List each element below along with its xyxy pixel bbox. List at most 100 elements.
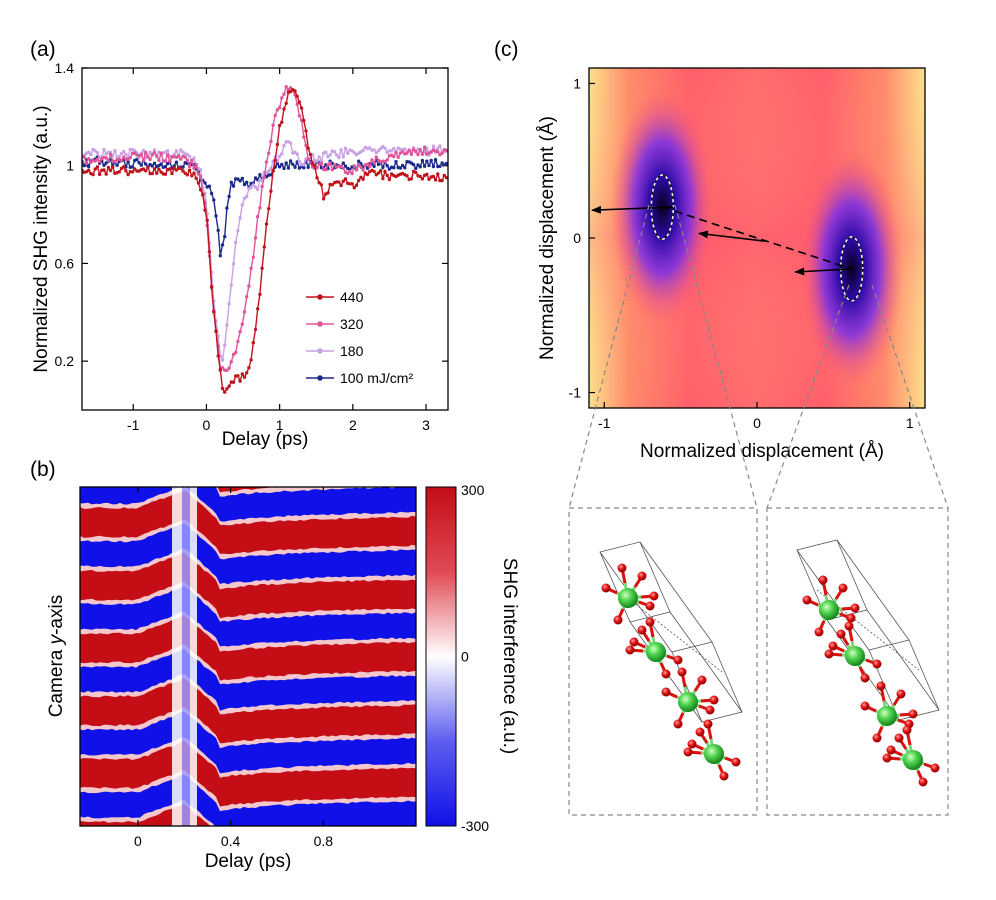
oxygen-atom	[703, 719, 713, 729]
data-point	[260, 184, 264, 189]
data-point	[194, 162, 198, 167]
panel-c: (c) -1 0 1 1 0 -1 Normalized displacement (Å)…	[494, 38, 949, 816]
data-point	[438, 144, 442, 148]
panel-b-timezero-blue	[182, 487, 190, 826]
data-point	[126, 172, 130, 177]
data-point	[146, 155, 150, 159]
data-point	[157, 167, 161, 171]
panel-a-xtick-label: -1	[127, 417, 140, 433]
data-point	[187, 168, 192, 172]
data-point	[277, 106, 282, 110]
oxygen-atom	[673, 655, 683, 665]
oxygen-atom	[918, 777, 928, 787]
metal-atom	[678, 692, 698, 712]
data-point	[429, 158, 433, 163]
panel-a-xtick-label: 0	[203, 417, 211, 433]
data-point	[324, 150, 328, 154]
data-point	[181, 169, 185, 173]
oxygen-atom	[882, 753, 892, 763]
data-point	[381, 176, 385, 181]
data-point	[359, 165, 363, 169]
data-point	[144, 150, 148, 155]
data-point	[251, 183, 255, 187]
data-point	[306, 157, 310, 161]
data-point	[84, 161, 89, 165]
panel-b-colorbar-label: SHG interference (a.u.)	[499, 558, 520, 754]
data-point	[315, 166, 319, 170]
data-point	[389, 149, 394, 153]
data-point	[284, 161, 288, 165]
metal-atom	[618, 588, 638, 608]
oxygen-atom	[613, 615, 623, 625]
panel-b-xlabel: Delay (ps)	[205, 851, 292, 872]
data-point	[133, 151, 137, 155]
data-point	[249, 266, 253, 270]
data-point	[165, 149, 170, 153]
panel-a-xtick-label: 1	[276, 417, 284, 433]
data-point	[297, 100, 302, 104]
panel-b: (b) 0 0.4 0.8 Delay (ps) Camera y-axis 300…	[30, 458, 520, 872]
data-point	[376, 171, 381, 175]
panel-b-fringes	[80, 487, 416, 826]
data-point	[280, 152, 284, 156]
data-point	[144, 162, 148, 166]
data-point	[275, 162, 280, 166]
data-point	[214, 329, 218, 333]
data-point	[251, 341, 255, 345]
data-point	[280, 120, 284, 124]
data-point	[93, 167, 97, 171]
data-point	[273, 113, 277, 118]
data-point	[385, 158, 389, 162]
data-point	[374, 151, 378, 155]
data-point	[365, 172, 370, 177]
data-point	[82, 155, 86, 159]
data-point	[198, 168, 203, 172]
data-point	[436, 172, 440, 176]
data-point	[354, 168, 359, 172]
panel-c-ylabel: Normalized displacement (Å)	[537, 116, 558, 360]
data-point	[293, 150, 297, 154]
data-point	[359, 175, 363, 179]
oxygen-atom	[844, 621, 854, 631]
data-point	[108, 168, 113, 173]
data-point	[315, 176, 319, 180]
data-point	[82, 163, 86, 168]
data-point	[201, 192, 205, 196]
data-point	[269, 139, 273, 144]
panel-b-ticks: 0 0.4 0.8	[134, 487, 333, 849]
data-point	[444, 161, 448, 166]
data-point	[328, 161, 332, 165]
data-point	[242, 182, 247, 187]
data-point	[337, 180, 341, 184]
data-point	[267, 207, 271, 211]
data-point	[163, 165, 168, 169]
legend-label: 320	[340, 316, 364, 332]
data-point	[229, 360, 233, 364]
data-point	[198, 174, 203, 178]
data-point	[352, 151, 356, 155]
data-point	[122, 155, 126, 159]
data-point	[137, 161, 141, 165]
data-point	[438, 164, 442, 168]
oxygen-atom	[645, 617, 655, 627]
panel-a-ytick-label: 0.6	[55, 255, 75, 271]
data-point	[258, 292, 262, 297]
data-point	[420, 152, 425, 156]
data-point	[203, 181, 207, 185]
data-point	[341, 179, 345, 183]
data-point	[117, 154, 122, 159]
data-point	[346, 151, 350, 155]
data-point	[146, 165, 150, 169]
data-point	[361, 148, 365, 152]
series-line-320	[82, 85, 447, 372]
data-point	[425, 159, 429, 163]
data-point	[128, 156, 132, 160]
data-point	[240, 203, 244, 207]
panel-b-colorbar-ticks: 300 0 -300	[461, 482, 489, 834]
data-point	[269, 189, 273, 193]
data-point	[93, 149, 97, 153]
data-point	[174, 149, 179, 153]
data-point	[416, 152, 420, 157]
legend-marker	[317, 375, 323, 381]
data-point	[304, 129, 308, 133]
